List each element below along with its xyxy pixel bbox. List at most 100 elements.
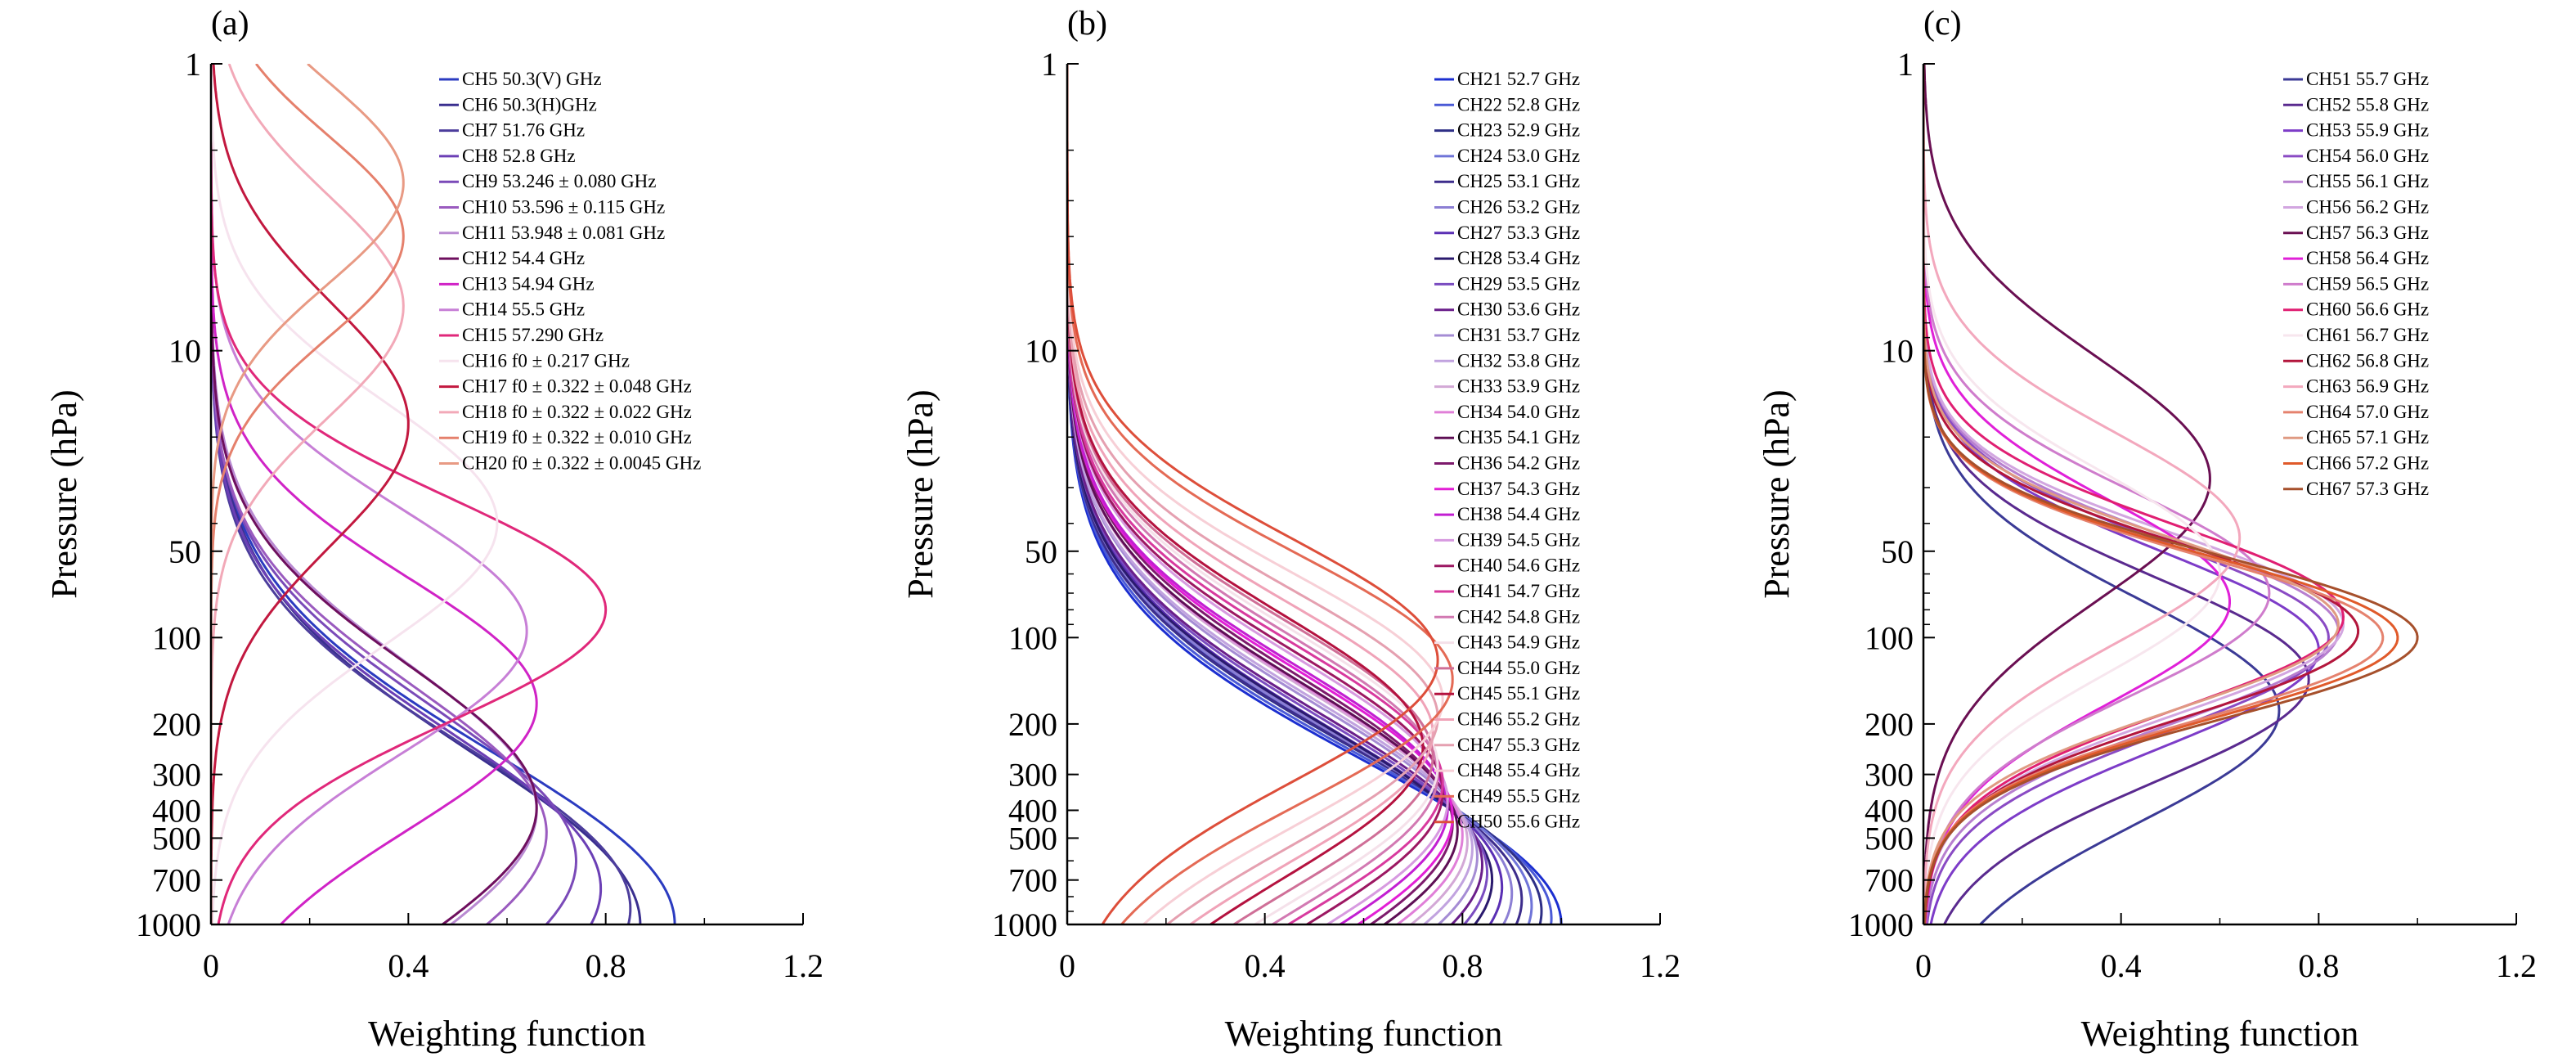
legend-entry: CH47 55.3 GHz [1457, 735, 1580, 755]
series-line-ch55 [1923, 64, 2340, 924]
legend-entry: CH37 54.3 GHz [1457, 479, 1580, 499]
y-tick-label: 10 [1025, 333, 1057, 370]
legend: CH51 55.7 GHz CH52 55.8 GHz CH53 55.9 GHz C… [2283, 69, 2429, 499]
legend: CH21 52.7 GHz CH22 52.8 GHz CH23 52.9 GHz C… [1434, 69, 1580, 832]
legend-entry: CH54 56.0 GHz [2306, 146, 2429, 166]
legend-entry: CH34 54.0 GHz [1457, 402, 1580, 422]
series-line-ch20 [211, 64, 405, 924]
x-axis-label: Weighting function [2081, 1014, 2359, 1054]
legend-entry: CH15 57.290 GHz [462, 325, 604, 345]
series-line-ch19 [211, 64, 405, 924]
y-axis-label: Pressure (hPa) [900, 389, 940, 598]
series-line-ch60 [1923, 64, 2345, 924]
series-line-ch8 [211, 64, 603, 924]
legend-entry: CH22 52.8 GHz [1457, 94, 1580, 115]
legend-entry: CH31 53.7 GHz [1457, 325, 1580, 345]
y-axis-label: Pressure (hPa) [44, 389, 84, 598]
y-tick-label: 700 [1865, 862, 1914, 899]
legend-entry: CH56 56.2 GHz [2306, 197, 2429, 218]
x-tick-label: 1.2 [1640, 947, 1681, 984]
legend-entry: CH30 53.6 GHz [1457, 299, 1580, 320]
x-tick-label: 1.2 [2496, 947, 2537, 984]
x-tick-label: 0.8 [586, 947, 626, 984]
legend-entry: CH46 55.2 GHz [1457, 709, 1580, 730]
x-tick-label: 0.4 [2101, 947, 2142, 984]
y-tick-label: 500 [152, 820, 201, 857]
legend-entry: CH27 53.3 GHz [1457, 223, 1580, 243]
y-tick-label: 300 [1865, 757, 1914, 794]
legend-entry: CH24 53.0 GHz [1457, 146, 1580, 166]
series-line-ch57 [1923, 64, 2211, 924]
y-tick-label: 1000 [992, 906, 1057, 943]
legend-entry: CH60 56.6 GHz [2306, 299, 2429, 320]
panel-label: (c) [1923, 5, 1962, 43]
series-line-ch52 [1923, 64, 2310, 924]
series-line-ch7 [211, 64, 632, 924]
series-line-ch61 [1923, 64, 2222, 924]
series-line-ch18 [211, 64, 405, 924]
y-tick-label: 1 [185, 46, 201, 83]
series-line-ch29 [1067, 64, 1488, 924]
series-line-ch15 [211, 64, 608, 924]
legend-entry: CH6 50.3(H)GHz [462, 94, 597, 115]
legend-entry: CH51 55.7 GHz [2306, 69, 2429, 89]
legend-entry: CH44 55.0 GHz [1457, 658, 1580, 678]
series-line-ch10 [211, 64, 548, 924]
legend-entry: CH13 54.94 GHz [462, 273, 595, 294]
legend-entry: CH23 52.9 GHz [1457, 120, 1580, 141]
y-tick-label: 200 [152, 706, 201, 743]
legend-entry: CH29 53.5 GHz [1457, 273, 1580, 294]
legend-entry: CH11 53.948 ± 0.081 GHz [462, 223, 665, 243]
y-tick-label: 200 [1865, 706, 1914, 743]
legend: CH5 50.3(V) GHz CH6 50.3(H)GHz CH7 51.76 G… [439, 69, 701, 474]
panel-label: (b) [1067, 5, 1107, 43]
series-line-ch44 [1067, 64, 1434, 924]
legend-entry: CH28 53.4 GHz [1457, 248, 1580, 268]
legend-entry: CH39 54.5 GHz [1457, 529, 1580, 550]
legend-entry: CH61 56.7 GHz [2306, 325, 2429, 345]
x-tick-label: 0 [1059, 947, 1075, 984]
x-axis-label: Weighting function [368, 1014, 646, 1054]
series-line-ch54 [1923, 64, 2330, 924]
y-tick-label: 200 [1008, 706, 1057, 743]
panel-label: (a) [211, 5, 249, 43]
series-line-ch9 [211, 64, 578, 924]
legend-entry: CH7 51.76 GHz [462, 120, 585, 141]
series-line-ch62 [1923, 64, 2360, 924]
legend-entry: CH40 54.6 GHz [1457, 555, 1580, 576]
legend-entry: CH43 54.9 GHz [1457, 632, 1580, 653]
legend-entry: CH63 56.9 GHz [2306, 376, 2429, 397]
legend-entry: CH21 52.7 GHz [1457, 69, 1580, 89]
y-axis-label: Pressure (hPa) [1757, 389, 1797, 598]
y-tick-label: 1000 [1848, 906, 1914, 943]
legend-entry: CH35 54.1 GHz [1457, 427, 1580, 448]
legend-entry: CH25 53.1 GHz [1457, 171, 1580, 191]
x-tick-label: 0.4 [388, 947, 429, 984]
y-tick-label: 700 [152, 862, 201, 899]
series-line-ch30 [1067, 64, 1484, 924]
legend-entry: CH38 54.4 GHz [1457, 504, 1580, 524]
series-line-ch51 [1923, 64, 2281, 924]
x-tick-label: 0.8 [2298, 947, 2339, 984]
series-line-ch17 [211, 64, 410, 924]
legend-entry: CH67 57.3 GHz [2306, 479, 2429, 499]
legend-entry: CH50 55.6 GHz [1457, 812, 1580, 832]
y-tick-label: 300 [152, 757, 201, 794]
y-tick-label: 700 [1008, 862, 1057, 899]
legend-entry: CH8 52.8 GHz [462, 146, 576, 166]
legend-entry: CH52 55.8 GHz [2306, 94, 2429, 115]
y-tick-label: 50 [1881, 533, 1914, 570]
y-tick-label: 300 [1008, 757, 1057, 794]
legend-entry: CH36 54.2 GHz [1457, 453, 1580, 474]
y-tick-label: 1 [1897, 46, 1914, 83]
legend-entry: CH32 53.8 GHz [1457, 350, 1580, 371]
legend-entry: CH59 56.5 GHz [2306, 273, 2429, 294]
legend-entry: CH58 56.4 GHz [2306, 248, 2429, 268]
y-tick-label: 1000 [136, 906, 201, 943]
y-tick-label: 400 [1865, 792, 1914, 829]
legend-entry: CH26 53.2 GHz [1457, 197, 1580, 218]
y-tick-label: 500 [1865, 820, 1914, 857]
